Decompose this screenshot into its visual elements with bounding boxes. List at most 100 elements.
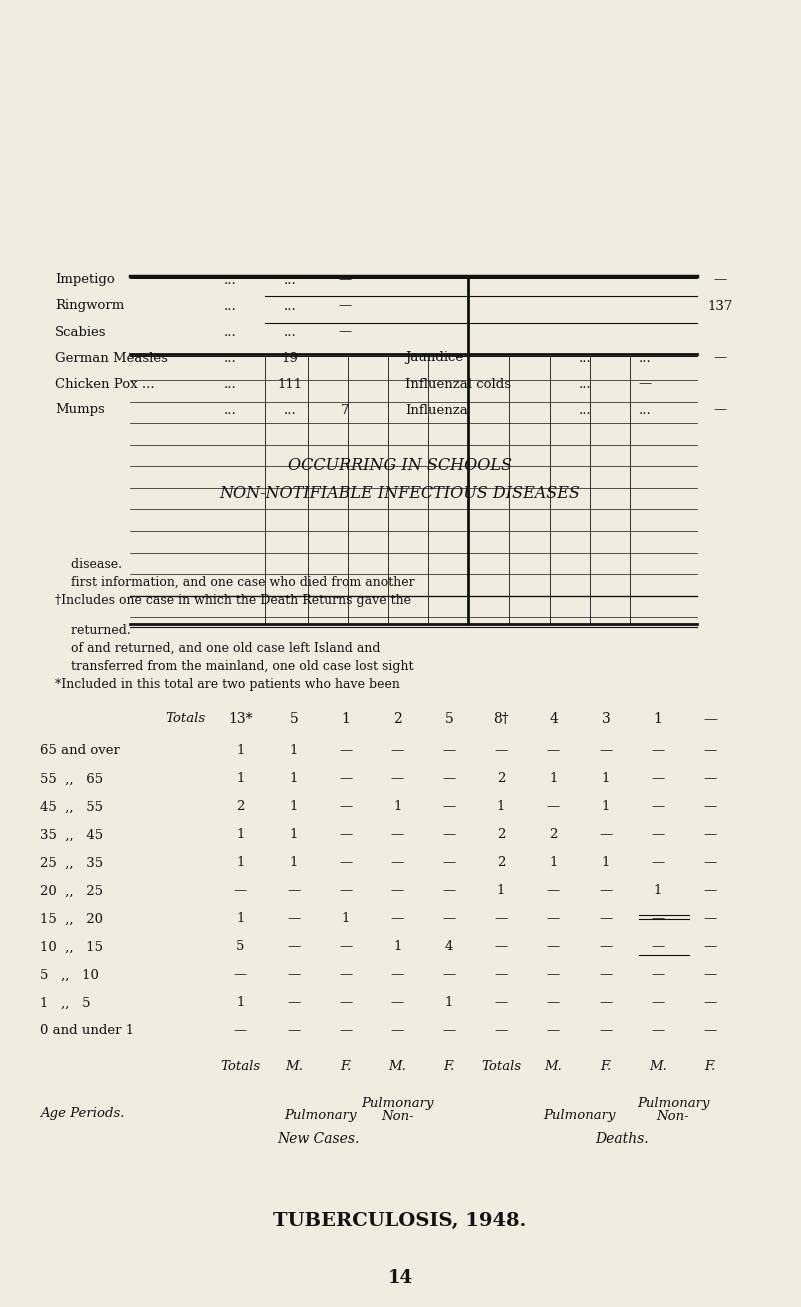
Text: —: —: [638, 378, 652, 391]
Text: Pulmonary: Pulmonary: [543, 1108, 616, 1121]
Text: 1: 1: [236, 772, 244, 786]
Text: Pulmonary: Pulmonary: [361, 1097, 434, 1110]
Text: 1: 1: [654, 885, 662, 898]
Text: F.: F.: [600, 1060, 612, 1073]
Text: M.: M.: [388, 1060, 406, 1073]
Text: 1: 1: [393, 941, 401, 954]
Text: Jaundice: Jaundice: [405, 352, 463, 365]
Text: —: —: [714, 404, 727, 417]
Text: Influenzal colds: Influenzal colds: [405, 378, 511, 391]
Text: 5: 5: [290, 712, 299, 725]
Text: 1: 1: [236, 856, 244, 869]
Text: ...: ...: [223, 378, 236, 391]
Text: —: —: [338, 299, 352, 312]
Text: OCCURRING IN SCHOOLS: OCCURRING IN SCHOOLS: [288, 457, 512, 474]
Text: —: —: [442, 856, 456, 869]
Text: —: —: [391, 829, 405, 842]
Text: —: —: [391, 745, 405, 758]
Text: —: —: [547, 800, 560, 813]
Text: ...: ...: [284, 273, 296, 286]
Text: 4: 4: [549, 712, 558, 725]
Text: —: —: [494, 745, 508, 758]
Text: —: —: [703, 941, 717, 954]
Text: 19: 19: [282, 352, 299, 365]
Text: —: —: [703, 712, 717, 725]
Text: F.: F.: [704, 1060, 715, 1073]
Text: Mumps: Mumps: [55, 404, 105, 417]
Text: Totals: Totals: [481, 1060, 521, 1073]
Text: ...: ...: [223, 299, 236, 312]
Text: —: —: [651, 996, 665, 1009]
Text: Age Periods.: Age Periods.: [40, 1107, 124, 1120]
Text: New Cases.: New Cases.: [277, 1132, 359, 1146]
Text: 2: 2: [393, 712, 402, 725]
Text: —: —: [288, 912, 300, 925]
Text: —: —: [494, 1025, 508, 1038]
Text: —: —: [547, 745, 560, 758]
Text: —: —: [288, 1025, 300, 1038]
Text: —: —: [234, 1025, 248, 1038]
Text: 1: 1: [497, 885, 505, 898]
Text: 1: 1: [290, 829, 298, 842]
Text: —: —: [340, 885, 352, 898]
Text: 1: 1: [290, 800, 298, 813]
Text: 1: 1: [290, 856, 298, 869]
Text: —: —: [340, 829, 352, 842]
Text: ...: ...: [284, 404, 296, 417]
Text: —: —: [442, 968, 456, 982]
Text: —: —: [340, 941, 352, 954]
Text: 55  ,,   65: 55 ,, 65: [40, 772, 103, 786]
Text: Non-: Non-: [381, 1111, 414, 1124]
Text: —: —: [547, 885, 560, 898]
Text: ...: ...: [223, 404, 236, 417]
Text: 5   ,,   10: 5 ,, 10: [40, 968, 99, 982]
Text: —: —: [703, 968, 717, 982]
Text: NON-NOTIFIABLE INFECTIOUS DISEASES: NON-NOTIFIABLE INFECTIOUS DISEASES: [219, 485, 581, 502]
Text: —: —: [288, 885, 300, 898]
Text: 1: 1: [549, 856, 557, 869]
Text: —: —: [651, 745, 665, 758]
Text: 35  ,,   45: 35 ,, 45: [40, 829, 103, 842]
Text: —: —: [599, 885, 613, 898]
Text: 1: 1: [290, 772, 298, 786]
Text: —: —: [391, 968, 405, 982]
Text: 1: 1: [602, 772, 610, 786]
Text: —: —: [391, 1025, 405, 1038]
Text: —: —: [703, 885, 717, 898]
Text: —: —: [288, 996, 300, 1009]
Text: Chicken Pox ...: Chicken Pox ...: [55, 378, 155, 391]
Text: 13*: 13*: [228, 712, 253, 725]
Text: —: —: [288, 941, 300, 954]
Text: ...: ...: [638, 404, 651, 417]
Text: transferred from the mainland, one old case lost sight: transferred from the mainland, one old c…: [55, 660, 413, 673]
Text: —: —: [338, 325, 352, 339]
Text: —: —: [442, 829, 456, 842]
Text: 3: 3: [602, 712, 610, 725]
Text: 0 and under 1: 0 and under 1: [40, 1025, 134, 1038]
Text: —: —: [599, 912, 613, 925]
Text: —: —: [340, 996, 352, 1009]
Text: F.: F.: [443, 1060, 455, 1073]
Text: ...: ...: [284, 299, 296, 312]
Text: 111: 111: [277, 378, 303, 391]
Text: 20  ,,   25: 20 ,, 25: [40, 885, 103, 898]
Text: —: —: [547, 941, 560, 954]
Text: ...: ...: [223, 273, 236, 286]
Text: —: —: [391, 856, 405, 869]
Text: 1: 1: [341, 712, 351, 725]
Text: —: —: [703, 745, 717, 758]
Text: 1: 1: [236, 912, 244, 925]
Text: 45  ,,   55: 45 ,, 55: [40, 800, 103, 813]
Text: —: —: [391, 996, 405, 1009]
Text: —: —: [599, 745, 613, 758]
Text: 8†: 8†: [493, 712, 509, 725]
Text: —: —: [234, 968, 248, 982]
Text: 5: 5: [236, 941, 244, 954]
Text: disease.: disease.: [55, 558, 122, 571]
Text: —: —: [651, 1025, 665, 1038]
Text: F.: F.: [340, 1060, 352, 1073]
Text: —: —: [547, 912, 560, 925]
Text: Scabies: Scabies: [55, 325, 107, 339]
Text: of and returned, and one old case left Island and: of and returned, and one old case left I…: [55, 642, 380, 655]
Text: 25  ,,   35: 25 ,, 35: [40, 856, 103, 869]
